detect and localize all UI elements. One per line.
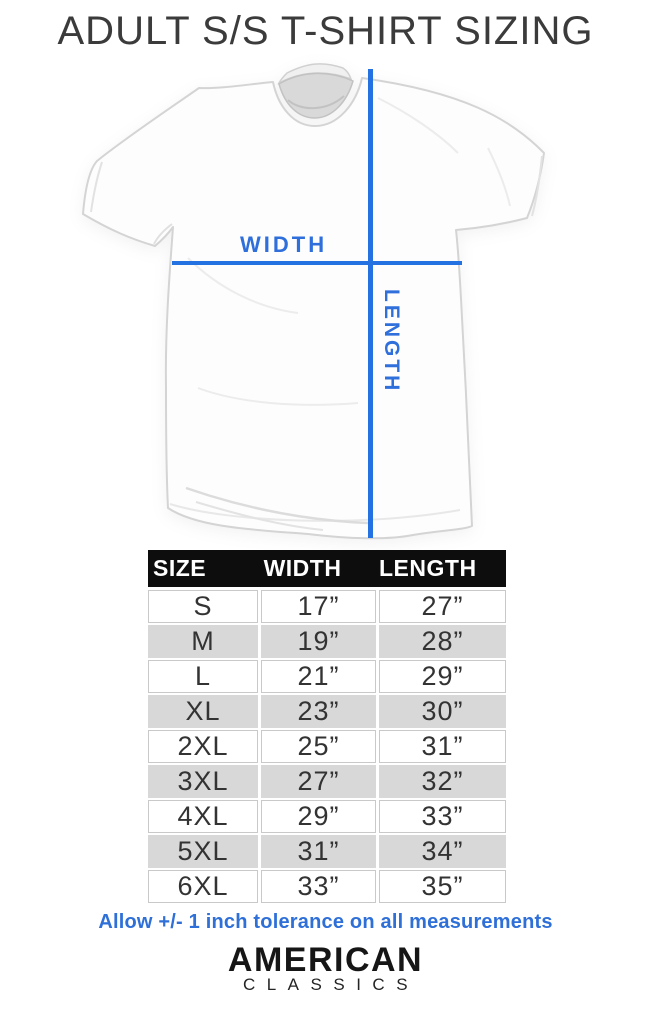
- table-row-xl: XL 23” 30”: [148, 695, 506, 728]
- wrinkle: [487, 147, 511, 207]
- cell-width: 25”: [261, 730, 376, 763]
- brand-name: AMERICAN: [227, 941, 424, 979]
- armpit-fold: [153, 223, 173, 245]
- size-table-header-row: SIZE WIDTH LENGTH: [148, 550, 506, 587]
- cell-length: 28”: [379, 625, 506, 658]
- cell-size: 3XL: [148, 765, 258, 798]
- length-label: LENGTH: [380, 289, 403, 394]
- brand-subname: CLASSICS: [242, 975, 420, 994]
- cell-width: 29”: [261, 800, 376, 833]
- tolerance-note: Allow +/- 1 inch tolerance on all measur…: [98, 911, 553, 933]
- tshirt-image: [82, 63, 545, 540]
- page-title: ADULT S/S T-SHIRT SIZING: [57, 9, 594, 53]
- table-row-s: S 17” 27”: [148, 590, 506, 623]
- cell-length: 32”: [379, 765, 506, 798]
- cell-size: 4XL: [148, 800, 258, 833]
- collar-opening: [278, 72, 354, 119]
- cell-size: XL: [148, 695, 258, 728]
- cell-length: 35”: [379, 870, 506, 903]
- col-header-length: LENGTH: [379, 555, 477, 581]
- cell-length: 29”: [379, 660, 506, 693]
- cell-width: 31”: [261, 835, 376, 868]
- table-row-2xl: 2XL 25” 31”: [148, 730, 506, 763]
- wrinkle: [197, 387, 359, 406]
- collar-shadow: [287, 95, 345, 110]
- cell-size: 2XL: [148, 730, 258, 763]
- cell-length: 31”: [379, 730, 506, 763]
- table-row-6xl: 6XL 33” 35”: [148, 870, 506, 903]
- cell-size: S: [148, 590, 258, 623]
- tshirt-body: [82, 77, 545, 540]
- col-header-width: WIDTH: [263, 555, 342, 581]
- cell-length: 34”: [379, 835, 506, 868]
- hem-fold: [195, 501, 324, 531]
- wrinkle: [187, 257, 299, 314]
- cell-width: 21”: [261, 660, 376, 693]
- wrinkle: [377, 97, 459, 154]
- left-cuff-seam: [90, 161, 103, 213]
- cell-width: 33”: [261, 870, 376, 903]
- width-measure-line: [172, 261, 462, 265]
- cell-size: 5XL: [148, 835, 258, 868]
- table-row-5xl: 5XL 31” 34”: [148, 835, 506, 868]
- cell-size: M: [148, 625, 258, 658]
- cell-width: 19”: [261, 625, 376, 658]
- cell-width: 17”: [261, 590, 376, 623]
- width-label: WIDTH: [240, 232, 328, 257]
- size-table: SIZE WIDTH LENGTH S 17” 27” M 19” 28” L …: [148, 550, 506, 903]
- cell-length: 30”: [379, 695, 506, 728]
- hem-fold: [185, 486, 369, 525]
- table-row-3xl: 3XL 27” 32”: [148, 765, 506, 798]
- hem-seam: [169, 503, 461, 522]
- table-row-l: L 21” 29”: [148, 660, 506, 693]
- length-measure-line: [368, 69, 373, 538]
- table-row-m: M 19” 28”: [148, 625, 506, 658]
- cell-size: 6XL: [148, 870, 258, 903]
- cell-width: 27”: [261, 765, 376, 798]
- table-row-4xl: 4XL 29” 33”: [148, 800, 506, 833]
- size-table-body: S 17” 27” M 19” 28” L 21” 29” XL 23” 30”…: [148, 587, 506, 903]
- right-cuff-seam: [531, 155, 543, 217]
- cell-width: 23”: [261, 695, 376, 728]
- cell-length: 27”: [379, 590, 506, 623]
- col-header-size: SIZE: [153, 555, 207, 581]
- cell-size: L: [148, 660, 258, 693]
- cell-length: 33”: [379, 800, 506, 833]
